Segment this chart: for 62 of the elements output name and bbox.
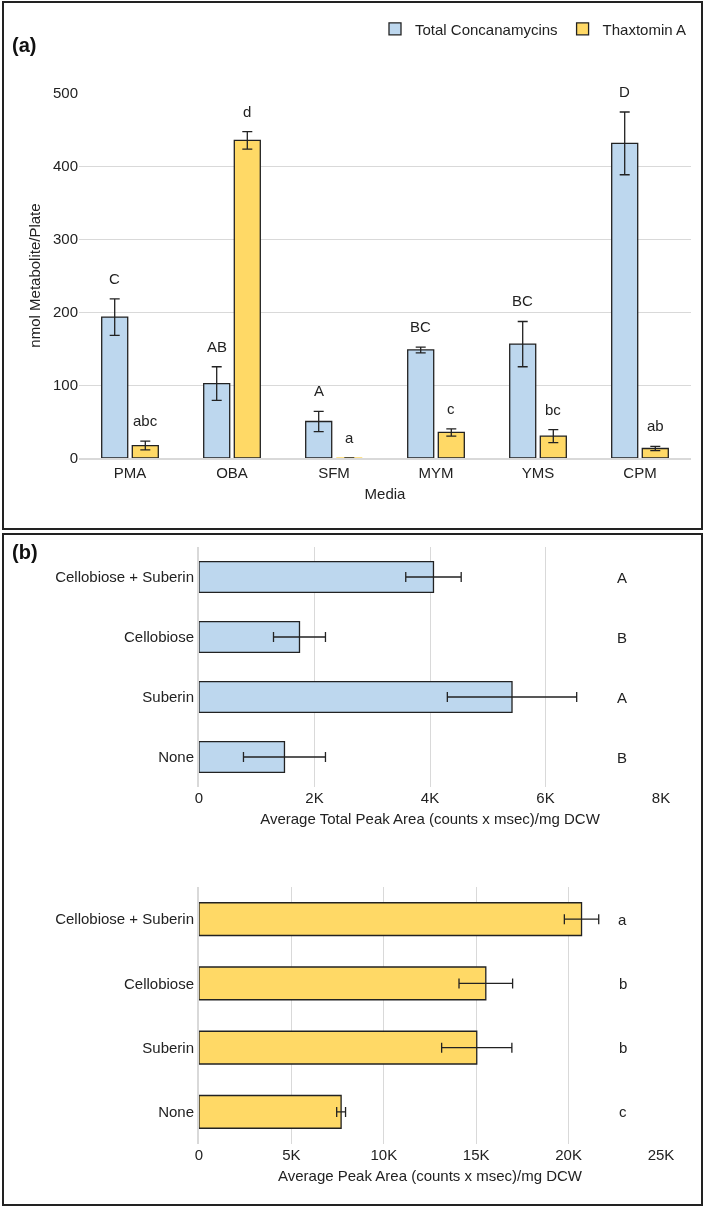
- y-tick-label: 100: [52, 376, 78, 394]
- y-axis-title: nmol Metabolite/Plate: [26, 203, 44, 348]
- annotation: A: [617, 569, 628, 586]
- annotation: C: [109, 270, 120, 287]
- annotation: abc: [133, 412, 158, 429]
- x-tick-label: 2K: [305, 789, 324, 806]
- annotation: B: [617, 749, 628, 766]
- bar: [199, 1094, 342, 1129]
- bar: [407, 349, 435, 458]
- x-axis-title: Average Peak Area (counts x msec)/mg DCW: [278, 1167, 583, 1184]
- x-tick-label: 15K: [462, 1146, 490, 1163]
- y-tick-label: 400: [52, 157, 78, 175]
- y-tick-label: Cellobiose: [123, 974, 194, 992]
- x-tick-label: 6K: [536, 789, 555, 806]
- annotation: bc: [545, 401, 562, 418]
- y-tick-label: Cellobiose + Suberin: [55, 568, 194, 586]
- y-tick-label: 200: [52, 303, 78, 321]
- y-tick-label: None: [158, 748, 194, 766]
- annotation: d: [243, 103, 252, 120]
- x-tick-label: YMS: [521, 464, 555, 481]
- x-tick-label: MYM: [418, 464, 454, 481]
- x-tick-label: 25K: [647, 1146, 675, 1163]
- x-tick-label: 20K: [555, 1146, 582, 1163]
- bar: [437, 431, 465, 458]
- x-tick-label: 8K: [651, 789, 671, 806]
- annotation: c: [447, 400, 455, 417]
- x-tick-label: PMA: [113, 464, 147, 481]
- bar: [131, 444, 159, 458]
- text: (b): [12, 541, 38, 563]
- x-tick-label: 10K: [370, 1146, 398, 1163]
- y-tick-label: None: [158, 1103, 194, 1121]
- annotation: BC: [512, 292, 533, 309]
- x-tick-label: SFM: [318, 464, 350, 481]
- annotation: a: [345, 429, 354, 446]
- annotation: a: [618, 911, 627, 928]
- x-tick-label: 4K: [420, 789, 440, 806]
- annotation: BC: [410, 318, 431, 335]
- legend-label: Total Concanamycins: [415, 20, 558, 38]
- y-tick-label: 0: [69, 449, 78, 467]
- annotation: c: [619, 1103, 627, 1120]
- annotation: D: [619, 83, 630, 100]
- x-tick-label: OBA: [216, 464, 248, 481]
- annotation: A: [314, 382, 325, 399]
- chart-title: (a): [12, 34, 37, 56]
- y-tick-label: 500: [52, 84, 78, 102]
- x-tick-label: CPM: [623, 464, 657, 481]
- x-axis-title: Media: [364, 484, 407, 502]
- y-tick-label: Suberin: [142, 1038, 194, 1056]
- annotation: b: [619, 975, 628, 992]
- y-tick-label: 300: [52, 230, 78, 248]
- y-tick-label: Cellobiose + Suberin: [55, 910, 194, 928]
- x-tick-label: 5K: [282, 1146, 301, 1163]
- y-tick-label: Cellobiose: [123, 628, 194, 646]
- annotation: AB: [207, 338, 228, 355]
- y-tick-label: Suberin: [142, 688, 194, 706]
- bar: [641, 447, 669, 458]
- legend-label: Thaxtomin A: [602, 20, 686, 38]
- annotation: ab: [647, 417, 664, 434]
- annotation: A: [617, 689, 628, 706]
- annotation: b: [619, 1039, 628, 1056]
- x-axis-title: Average Total Peak Area (counts x msec)/mg DCW: [260, 810, 601, 827]
- annotation: B: [617, 629, 628, 646]
